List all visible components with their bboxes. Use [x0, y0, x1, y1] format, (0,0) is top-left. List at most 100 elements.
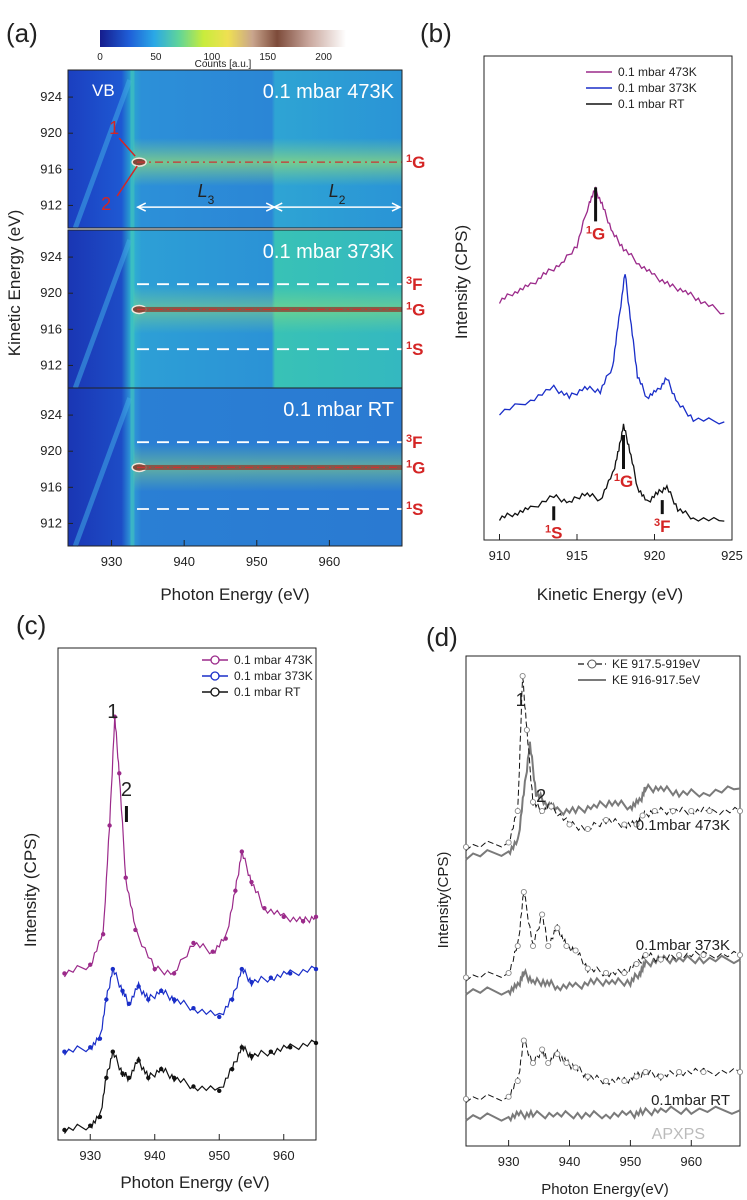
b-marker-superscript: 3 [654, 517, 660, 529]
d-ke1-point [602, 1077, 610, 1085]
c-series-point [233, 888, 238, 893]
d-ke2-line [465, 1105, 741, 1123]
d-ke1-point [554, 924, 561, 932]
c-series-point [120, 988, 125, 993]
d-ke1-point [566, 821, 573, 828]
b-marker-main: S [551, 523, 562, 542]
c-series-point [62, 1049, 67, 1054]
d-ke1-point [688, 807, 695, 815]
region-l2-label: L2 [329, 181, 346, 207]
colorbar-tick: 150 [259, 52, 276, 63]
region-l2-main: L [329, 181, 339, 201]
d-ke1-point [621, 1077, 628, 1085]
c-series-point [171, 971, 177, 976]
state-label-main: G [412, 153, 425, 172]
d-ke1-point [642, 951, 649, 959]
d-ke1-point [523, 726, 530, 734]
panel-label-a: (a) [6, 18, 38, 48]
b-ylabel: Intensity (CPS) [452, 225, 471, 339]
y-tick-label: 912 [40, 515, 62, 530]
c-series-point [97, 1036, 103, 1041]
d-ke1-point [554, 1050, 561, 1058]
b-marker-main: G [620, 472, 633, 491]
c-series-point [126, 1001, 132, 1007]
b-series-line [498, 423, 725, 522]
state-label-1S: 1S [406, 500, 423, 519]
c-xlabel: Photon Energy (eV) [120, 1173, 269, 1192]
region-l2-sub: 2 [339, 193, 346, 207]
d-ke1-point [505, 839, 512, 846]
b-marker-label-1G: 1G [586, 224, 605, 243]
b-marker-label-1G: 1G [614, 472, 633, 491]
point-2-label: 2 [101, 194, 111, 214]
d-ke1-point [706, 807, 713, 815]
b-legend-label: 0.1 mbar 473K [618, 65, 697, 79]
colorbar-tick: 100 [203, 52, 220, 63]
b-frame [483, 55, 733, 541]
arrow-head [272, 202, 283, 212]
d-ke1-point [520, 888, 527, 896]
subpanel-frame [67, 69, 403, 229]
d-ke1-point [657, 1073, 664, 1080]
d-ke1-point [639, 812, 646, 819]
d-ke1-point [572, 947, 579, 954]
d-condition-label: 0.1mbar RT [651, 1092, 730, 1109]
d-legend-label: KE 917.5-919eV [612, 657, 700, 671]
c-series-point [210, 949, 215, 954]
d-ke1-point [572, 1064, 579, 1071]
c-legend-label: 0.1 mbar 473K [234, 653, 313, 667]
d-ke1-point [700, 1068, 707, 1076]
c-series-point [104, 997, 109, 1002]
arrow-head [136, 202, 147, 212]
y-tick-label: 916 [40, 321, 62, 336]
state-label-superscript: 1 [406, 500, 412, 512]
d-ke2-line [465, 741, 741, 861]
d-ke1-point [621, 821, 628, 828]
c-series-point [146, 1075, 151, 1081]
c-series-point [191, 1084, 196, 1089]
state-label-main: S [412, 500, 423, 519]
c-series-point [171, 997, 177, 1002]
y-tick-label: 924 [40, 407, 62, 422]
y-tick-label: 912 [40, 197, 62, 212]
c-series-point [133, 927, 138, 933]
d-ke1-point [529, 1059, 537, 1067]
d-ke1-point [584, 965, 591, 972]
state-label-1G: 1G [406, 458, 425, 477]
d-peak-label-2: 2 [536, 786, 546, 806]
c-series-point [126, 1075, 132, 1081]
c-series-point [262, 905, 267, 911]
c-series-point [281, 914, 286, 920]
d-ke1-point [669, 807, 677, 815]
b-marker-superscript: 1 [545, 523, 551, 535]
colorbar-tick: 50 [150, 52, 162, 63]
absorption-edge [130, 70, 135, 228]
d-ke1-point [545, 1059, 552, 1067]
x-tick-label: 910 [489, 548, 511, 563]
state-label-superscript: 1 [406, 300, 412, 312]
state-label-main: S [412, 340, 423, 359]
d-ke1-point [539, 807, 546, 815]
d-ke1-point [633, 821, 640, 828]
c-series-point [107, 823, 112, 828]
d-ke1-point [651, 807, 658, 815]
point-1-label: 1 [109, 118, 119, 138]
d-legend-label: KE 916-917.5eV [612, 673, 700, 687]
c-peak-label-1: 1 [107, 701, 118, 723]
d-ke1-point [633, 960, 640, 968]
c-series-point [223, 936, 228, 941]
y-tick-label: 924 [40, 89, 62, 104]
c-series-point [120, 1071, 125, 1076]
c-series-point [159, 1066, 164, 1072]
state-label-superscript: 1 [406, 340, 412, 352]
condition-label: 0.1 mbar 473K [263, 81, 395, 103]
b-marker-superscript: 1 [614, 472, 620, 484]
state-label-main: F [412, 433, 422, 452]
state-label-1G: 1G [406, 300, 425, 319]
valence-streak [72, 397, 133, 547]
state-label-main: F [412, 275, 422, 294]
colorbar-label: Counts [a.u.] [195, 59, 252, 70]
d-ke1-point [514, 1077, 521, 1085]
